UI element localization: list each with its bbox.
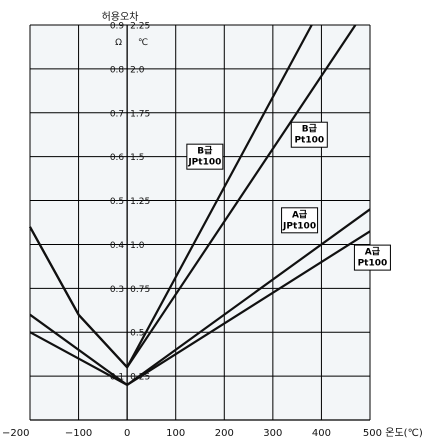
label-box: [281, 207, 319, 234]
label-box: [290, 121, 328, 148]
y-tick-label-ohm: 0.3: [110, 285, 124, 295]
y-tick-label-deg: 0.5: [130, 329, 144, 339]
y-tick-label-ohm: 0.9: [110, 22, 125, 32]
y-tick-label-deg: 1.0: [130, 241, 145, 251]
label-text: JPt100: [187, 158, 221, 168]
label-box: [353, 244, 391, 271]
y-tick-label-deg: 2.0: [130, 65, 145, 75]
series-lines: [29, 24, 371, 386]
y-tick-label-ohm: 0.7: [110, 109, 124, 119]
x-tick-label: 0: [124, 428, 130, 439]
y-tick-label-ohm: 0.6: [110, 153, 125, 163]
y-tick-label-ohm: 0.4: [110, 241, 125, 251]
x-tick-label: −200: [2, 428, 29, 439]
x-tick-label: 500: [363, 428, 382, 439]
label-text: A급: [292, 209, 308, 220]
label-text: JPt100: [282, 221, 316, 231]
x-tick-label: 200: [215, 428, 234, 439]
y-unit-deg: ℃: [138, 38, 148, 48]
x-tick-labels: −200 −100 0 100 200 300 400 500: [2, 428, 382, 439]
label-text: A급: [365, 247, 381, 258]
y-unit-ohm: Ω: [115, 38, 122, 48]
y-tick-label-deg: 1.25: [130, 197, 150, 207]
y-tick-label-deg: 2.25: [130, 22, 150, 32]
label-box: [186, 143, 224, 170]
y-tick-label-ohm: 0.1: [110, 373, 124, 383]
x-axis-title: 온도(℃): [385, 427, 423, 439]
series-line: [29, 24, 357, 369]
x-tick-label: 300: [263, 428, 282, 439]
label-text: Pt100: [358, 259, 388, 269]
y-tick-label-deg: 1.75: [130, 109, 150, 119]
label-text: B급: [197, 146, 213, 157]
y-tick-labels: 0.1 0.25 0.5 0.3 0.75 0.4 1.0 0.5 1.25 0.6 1.5 0.7 1…: [110, 22, 150, 383]
label-text: Pt100: [294, 136, 324, 146]
y-axis-title: 허용오차: [102, 11, 139, 23]
y-tick-label-deg: 0.75: [130, 285, 150, 295]
series-line: [29, 230, 371, 386]
y-tick-label-deg: 0.25: [130, 373, 150, 383]
x-tick-label: 100: [166, 428, 185, 439]
label-text: B급: [302, 124, 318, 135]
y-tick-label-deg: 1.5: [130, 153, 144, 163]
x-tick-label: 400: [312, 428, 331, 439]
y-tick-label-ohm: 0.8: [110, 65, 125, 75]
x-tick-label: −100: [65, 428, 92, 439]
y-tick-label-ohm: 0.5: [110, 197, 124, 207]
